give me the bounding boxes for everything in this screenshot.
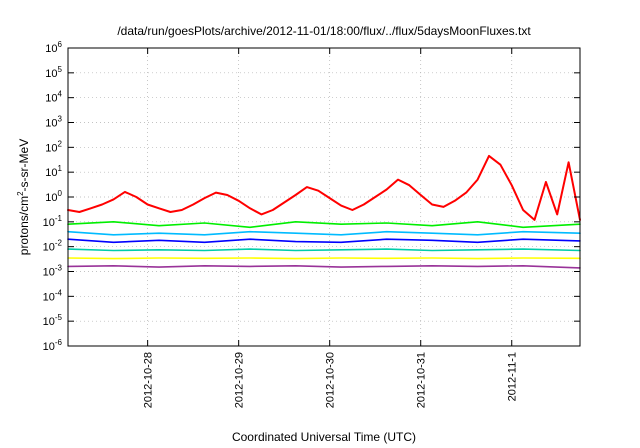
series-line (67, 248, 581, 252)
y-tick-label-exp: -3 (55, 264, 63, 273)
y-axis-label-exp: 2 (16, 191, 25, 196)
y-tick-label-base: 10 (45, 118, 57, 130)
y-axis-label: protons/cm2-s-sr-MeV (16, 139, 31, 255)
x-tick-label: 2012-10-30 (325, 352, 337, 408)
y-tick-labels: 10-610-510-410-310-210-11001011021031041… (43, 40, 63, 353)
y-tick-label: 10-3 (43, 264, 63, 279)
y-tick-label-exp: 1 (58, 164, 63, 173)
y-tick-label-exp: -2 (55, 239, 63, 248)
y-tick-label: 106 (45, 40, 62, 55)
y-tick-label-base: 10 (43, 267, 55, 279)
series-line (67, 221, 581, 229)
y-tick-label: 103 (45, 115, 62, 130)
y-tick-label: 10-2 (43, 239, 63, 254)
y-tick-label-base: 10 (45, 192, 57, 204)
y-tick-label: 101 (45, 164, 62, 179)
series-layer (67, 154, 581, 269)
x-tick-label: 2012-10-29 (234, 352, 246, 408)
y-tick-label-base: 10 (43, 341, 55, 353)
y-tick-label-base: 10 (45, 167, 57, 179)
y-tick-label-exp: 3 (58, 115, 63, 124)
x-tick-label: 2012-10-28 (143, 352, 155, 408)
y-tick-label-exp: -1 (55, 214, 63, 223)
grid-lines (68, 48, 580, 346)
y-tick-label: 10-1 (43, 214, 63, 229)
y-tick-label-base: 10 (43, 217, 55, 229)
y-tick-label: 10-6 (43, 338, 63, 353)
y-tick-label: 10-4 (43, 288, 63, 303)
x-tick-labels: 2012-10-28 2012-10-29 2012-10-30 2012-10-31… (143, 352, 519, 408)
y-tick-label-exp: 4 (58, 90, 63, 99)
y-tick-label-exp: 5 (58, 65, 63, 74)
y-tick-label-base: 10 (45, 68, 57, 80)
y-tick-label: 102 (45, 139, 62, 154)
y-tick-label-exp: -6 (55, 338, 63, 347)
y-tick-label-exp: 6 (58, 40, 63, 49)
series-line (67, 230, 581, 236)
y-tick-label-exp: 2 (58, 139, 63, 148)
y-tick-label-base: 10 (45, 43, 57, 55)
y-tick-label-base: 10 (45, 142, 57, 154)
y-axis-label-base: protons/cm (17, 196, 31, 255)
y-tick-label: 100 (45, 189, 62, 204)
y-tick-label-exp: 0 (58, 189, 63, 198)
y-tick-label-base: 10 (43, 291, 55, 303)
series-line (67, 257, 581, 260)
y-axis-label-rest: -s-sr-MeV (17, 139, 31, 192)
chart-title: /data/run/goesPlots/archive/2012-11-01/1… (117, 24, 531, 38)
y-tick-label-exp: -5 (55, 313, 63, 322)
y-tick-label-base: 10 (45, 93, 57, 105)
y-tick-label-base: 10 (43, 316, 55, 328)
axis-ticks (68, 47, 580, 347)
x-tick-label: 2012-10-31 (416, 352, 428, 408)
series-line (67, 238, 581, 244)
y-tick-label: 105 (45, 65, 62, 80)
x-axis-label: Coordinated Universal Time (UTC) (232, 430, 416, 444)
y-tick-label: 104 (45, 90, 62, 105)
x-tick-label: 2012-11-1 (507, 352, 519, 401)
y-tick-label-exp: -4 (55, 288, 63, 297)
y-tick-label-base: 10 (43, 242, 55, 254)
y-tick-label: 10-5 (43, 313, 63, 328)
series-line (67, 265, 581, 269)
series-line (67, 154, 581, 221)
